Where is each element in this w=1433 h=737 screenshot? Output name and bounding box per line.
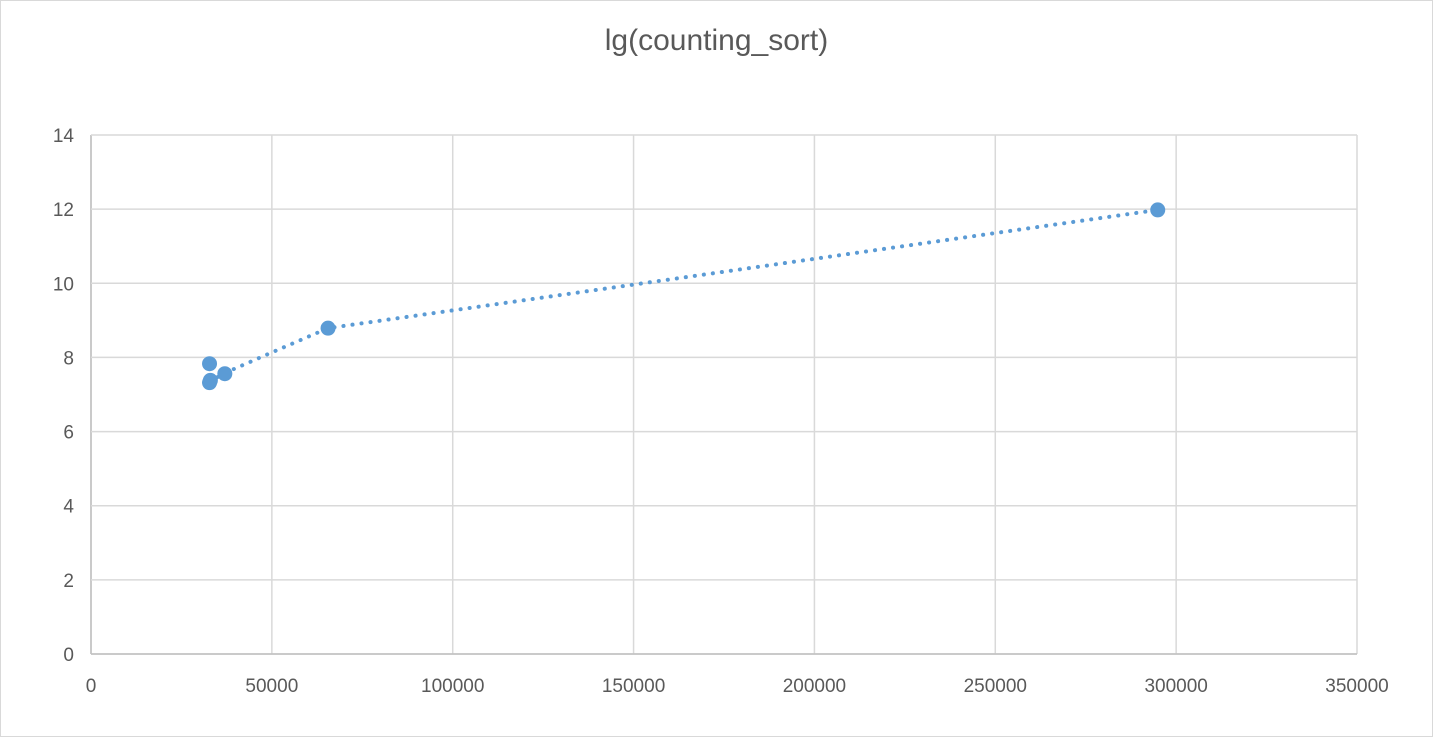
x-tick-label: 200000: [783, 676, 846, 697]
x-tick-label: 350000: [1325, 676, 1388, 697]
x-tick-label: 50000: [245, 676, 298, 697]
y-tick-label: 4: [63, 497, 74, 518]
x-tick-label: 250000: [964, 676, 1027, 697]
y-tick-label: 14: [53, 126, 75, 147]
data-point: [202, 372, 218, 388]
x-tick-label: 150000: [602, 676, 665, 697]
vertical-gridlines: [90, 135, 1358, 654]
x-tick-label: 100000: [421, 676, 484, 697]
data-point: [320, 320, 336, 336]
y-tick-label: 8: [63, 348, 74, 369]
horizontal-gridlines: [91, 134, 1357, 655]
data-point: [1150, 202, 1166, 218]
data-point: [202, 356, 218, 372]
y-tick-label: 0: [63, 645, 74, 666]
trendline-path: [207, 207, 1160, 384]
x-tick-label: 0: [86, 676, 97, 697]
y-tick-label: 6: [63, 423, 74, 444]
y-tick-label: 12: [53, 200, 74, 221]
chart-title: lg(counting_sort): [604, 24, 829, 57]
trendline: [207, 207, 1160, 384]
y-tick-label: 10: [53, 274, 74, 295]
y-tick-label: 2: [63, 571, 74, 592]
y-axis-tick-labels: 0 2 4 6 8 10 12 14: [53, 126, 75, 666]
x-axis-tick-labels: 0 50000 100000 150000 200000 250000 300000 3500…: [86, 676, 1389, 697]
data-point: [217, 366, 233, 382]
x-tick-label: 300000: [1144, 676, 1207, 697]
data-points: [202, 202, 1166, 391]
